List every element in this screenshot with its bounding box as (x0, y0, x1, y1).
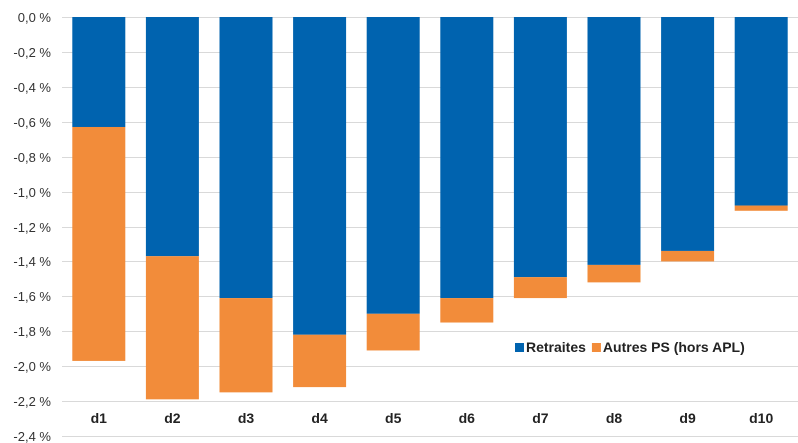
legend-label-autres-ps: Autres PS (hors APL) (603, 339, 745, 355)
x-axis-tick-labels: d1 d2 d3 d4 d5 d6 d7 d8 d9 d10 (91, 410, 774, 426)
bar-autres-ps-d9 (661, 250, 715, 262)
y-tick-label: -1,0 % (13, 185, 51, 200)
bar-retraites-d7 (513, 17, 567, 278)
bar-retraites-d9 (661, 17, 715, 251)
y-tick-label: -2,4 % (13, 429, 51, 443)
bar-autres-ps-d4 (293, 334, 347, 388)
bar-autres-ps-d3 (219, 298, 273, 393)
bar-autres-ps-d7 (513, 277, 567, 299)
y-tick-label: -1,6 % (13, 289, 51, 304)
bar-retraites-d8 (587, 17, 641, 265)
bar-retraites-d4 (293, 17, 347, 335)
x-tick-label: d3 (238, 410, 255, 426)
legend: Retraites Autres PS (hors APL) (515, 339, 745, 355)
y-tick-label: -1,4 % (13, 254, 51, 269)
bar-retraites-d10 (734, 17, 788, 206)
bar-retraites-d3 (219, 17, 273, 299)
y-tick-label: -2,2 % (13, 394, 51, 409)
bars (72, 17, 788, 400)
bar-retraites-d6 (440, 17, 494, 299)
y-tick-label: 0,0 % (18, 10, 52, 25)
bar-autres-ps-d6 (440, 298, 494, 323)
y-tick-label: -2,0 % (13, 359, 51, 374)
x-tick-label: d6 (459, 410, 476, 426)
y-tick-label: -0,6 % (13, 115, 51, 130)
x-tick-label: d1 (91, 410, 108, 426)
y-axis-tick-labels: 0,0 % -0,2 % -0,4 % -0,6 % -0,8 % -1,0 % -1,2 … (13, 10, 51, 443)
x-tick-label: d4 (311, 410, 328, 426)
bar-autres-ps-d2 (145, 256, 199, 400)
y-tick-label: -0,2 % (13, 45, 51, 60)
y-tick-label: -1,2 % (13, 220, 51, 235)
x-tick-label: d9 (679, 410, 696, 426)
bar-autres-ps-d5 (366, 313, 420, 351)
x-tick-label: d7 (532, 410, 549, 426)
x-tick-label: d2 (164, 410, 181, 426)
legend-swatch-autres-ps (591, 343, 601, 352)
x-tick-label: d10 (749, 410, 773, 426)
bar-retraites-d1 (72, 17, 126, 127)
legend-swatch-retraites (515, 343, 524, 352)
y-tick-label: -0,4 % (13, 80, 51, 95)
bar-autres-ps-d10 (734, 205, 788, 211)
bar-autres-ps-d8 (587, 264, 641, 283)
x-tick-label: d8 (606, 410, 623, 426)
bar-retraites-d5 (366, 17, 420, 314)
y-tick-label: -0,8 % (13, 150, 51, 165)
bar-autres-ps-d1 (72, 126, 126, 361)
legend-label-retraites: Retraites (526, 339, 586, 355)
x-tick-label: d5 (385, 410, 402, 426)
y-tick-label: -1,8 % (13, 324, 51, 339)
bar-retraites-d2 (145, 17, 199, 257)
